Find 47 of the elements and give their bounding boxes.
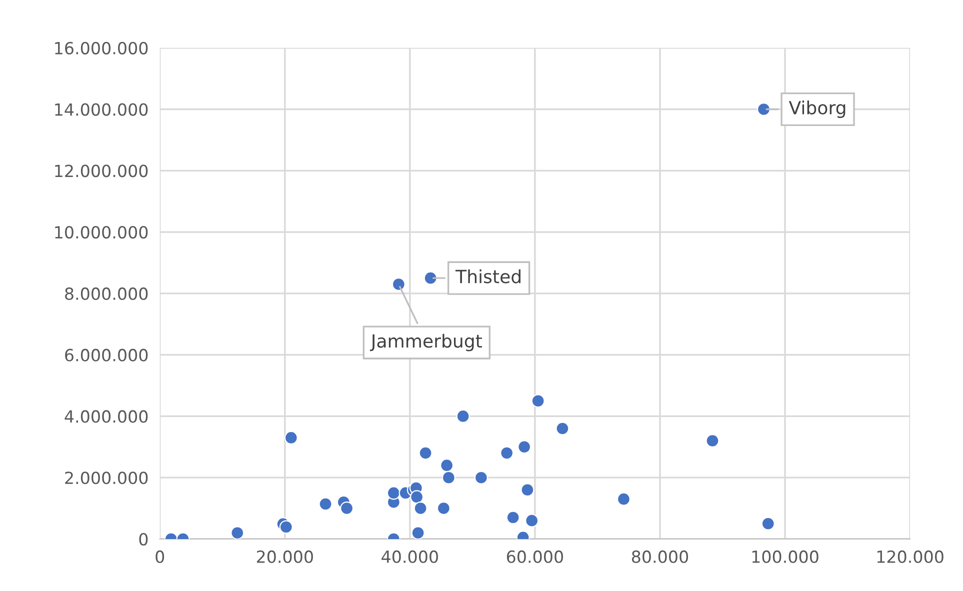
x-tick-label: 60.000 [506,550,563,564]
x-tick-label: 0 [156,550,164,564]
point [456,409,470,423]
y-tick-label: 2.000.000 [65,472,148,484]
y-tick-label: 10.000.000 [55,226,148,239]
point [386,486,400,500]
point [414,502,428,516]
annotation: Jammerbugt [370,334,482,352]
point [230,526,244,539]
point [318,497,332,511]
y-tick-label: 4.000.000 [64,410,148,423]
point [531,394,545,408]
point [442,470,456,484]
point [392,277,406,291]
annotation: Thisted [455,269,520,284]
point [279,520,293,534]
point [418,446,432,460]
point [525,514,539,528]
point [706,434,720,448]
y-tick-label: 12.000.000 [55,164,148,178]
point [340,502,354,516]
x-tick-label: 80.000 [632,550,688,564]
y-tick-label: 6.000.000 [65,348,148,362]
x-tick-label: 20.000 [256,550,313,564]
point [556,422,570,436]
point [411,526,425,539]
point [424,271,438,285]
point [436,502,450,516]
point [410,490,424,504]
y-tick-label: 16.000.000 [55,42,148,54]
point [500,446,514,460]
point [616,492,630,506]
point [761,516,775,530]
annotation: Viborg [788,100,846,118]
point [518,440,532,454]
y-tick-label: 0 [139,532,148,546]
y-tick-label: 8.000.000 [65,287,148,300]
point [474,470,488,484]
point [440,458,454,472]
x-tick-label: 40.000 [382,550,438,564]
point [506,510,520,524]
point [284,430,298,444]
point [520,483,534,497]
point [756,102,771,116]
y-tick-label: 14.000.000 [55,103,148,116]
x-tick-label: 120.000 [877,550,944,564]
x-tick-label: 100.000 [752,550,818,564]
